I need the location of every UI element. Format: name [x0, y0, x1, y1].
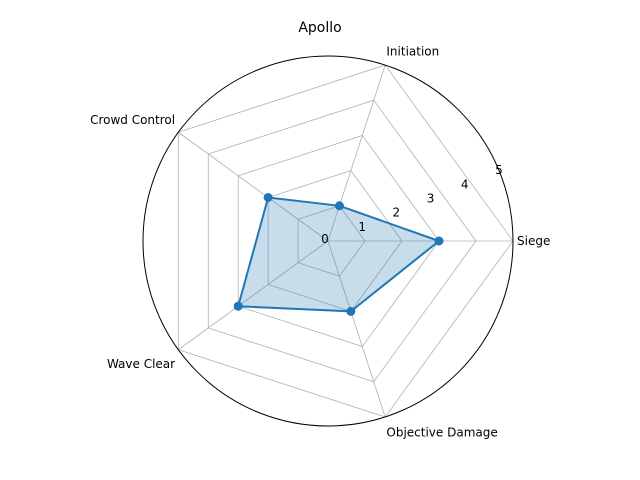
- grid-spoke: [178, 240, 329, 351]
- grid-spoke: [178, 131, 329, 242]
- r-tick-label-2: 2: [393, 206, 401, 220]
- label-layer: 0 1 2 3 4 5 Siege Initiation Crowd Control Wave C…: [90, 44, 550, 439]
- data-point-objective-damage: [346, 306, 356, 316]
- grid-spoke: [327, 240, 386, 418]
- grid-ring-2: [267, 170, 403, 312]
- outer-frame: [142, 55, 514, 427]
- data-point-siege: [434, 236, 444, 246]
- grid-ring-5: [177, 64, 514, 418]
- series-area: [238, 197, 439, 312]
- series-line: [237, 196, 440, 313]
- chart-title: Apollo: [298, 20, 341, 36]
- category-label-initiation: Initiation: [386, 44, 439, 58]
- category-label-objective-damage: Objective Damage: [386, 426, 497, 440]
- category-label-siege: Siege: [517, 234, 550, 248]
- grid-ring-3: [237, 134, 440, 348]
- r-tick-label-3: 3: [427, 192, 435, 206]
- category-label-crowd-control: Crowd Control: [90, 113, 175, 127]
- r-tick-label-0: 0: [321, 232, 329, 246]
- data-point-initiation: [334, 201, 344, 211]
- grid-layer: [142, 55, 514, 427]
- r-tick-label-4: 4: [461, 177, 469, 191]
- grid-ring-4: [207, 99, 477, 383]
- r-tick-label-5: 5: [495, 163, 503, 177]
- series-layer: [233, 193, 444, 316]
- grid-spoke: [327, 64, 386, 242]
- data-point-wave-clear: [233, 301, 243, 311]
- data-point-crowd-control: [263, 193, 273, 203]
- category-label-wave-clear: Wave Clear: [107, 357, 175, 371]
- r-tick-label-1: 1: [358, 220, 366, 234]
- grid-ring-1: [297, 205, 366, 277]
